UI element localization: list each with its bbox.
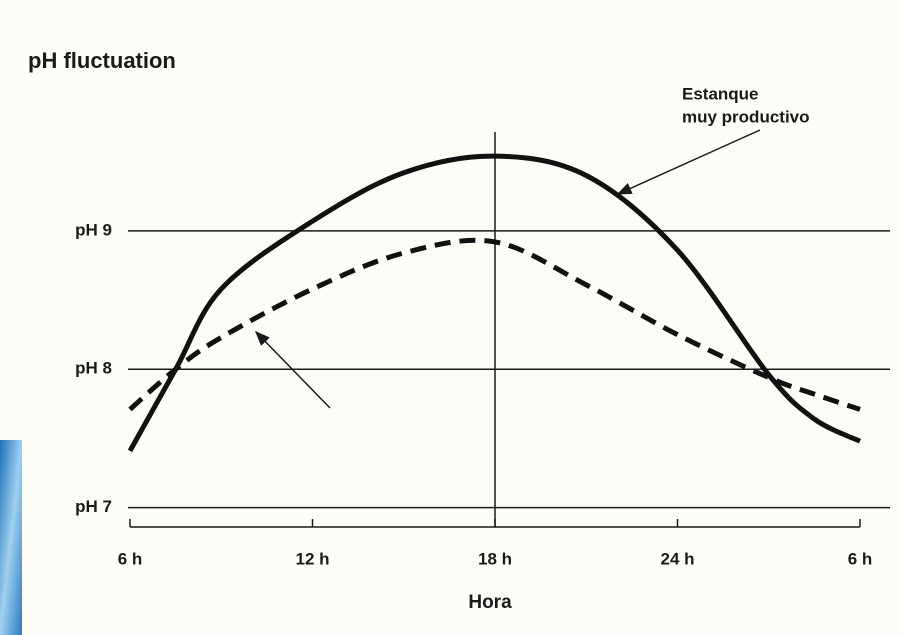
- x-tick-label: 18 h: [478, 549, 512, 568]
- y-tick-label: pH 7: [75, 497, 112, 516]
- annotation: Estanque: [682, 84, 759, 103]
- chart-title: pH fluctuation: [28, 48, 176, 73]
- chart: pH fluctuation Estanque muy productivo H…: [0, 0, 901, 635]
- x-tick-label: 24 h: [660, 549, 694, 568]
- x-tick-label: 6 h: [848, 549, 873, 568]
- background: [0, 0, 901, 635]
- x-axis-label: Hora: [468, 592, 512, 613]
- decoration: [0, 440, 22, 635]
- x-tick-label: 12 h: [295, 549, 329, 568]
- y-tick-label: pH 9: [75, 220, 112, 239]
- y-tick-label: pH 8: [75, 359, 112, 378]
- annotation: muy productivo: [682, 107, 810, 126]
- x-tick-label: 6 h: [118, 549, 143, 568]
